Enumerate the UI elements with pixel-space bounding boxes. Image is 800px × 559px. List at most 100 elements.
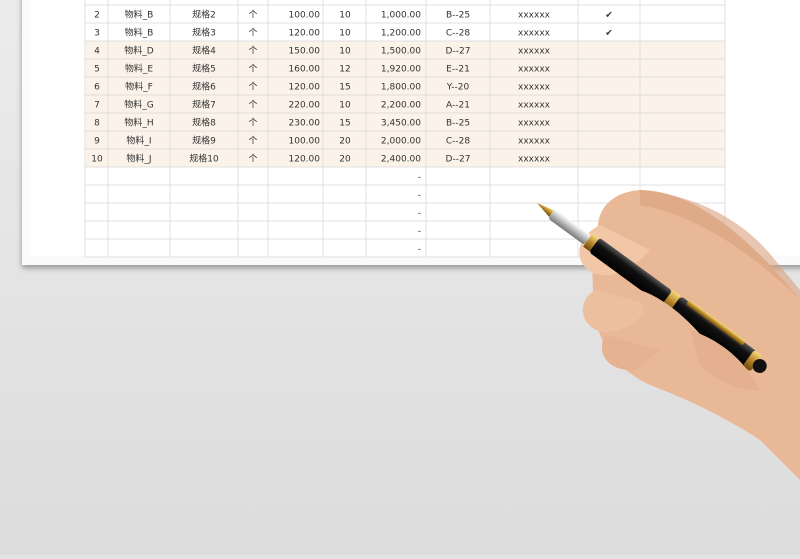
cell-check: ✔ [605, 29, 613, 39]
cell-location: Y--20 [446, 83, 470, 93]
cell-amount: 1,200.00 [381, 29, 421, 39]
cell-amount: - [418, 209, 421, 219]
cell-note: xxxxxx [518, 11, 551, 21]
row-bg [85, 23, 725, 41]
cell-amount: 1,000.00 [381, 11, 421, 21]
cell-spec: 规格9 [192, 135, 216, 147]
cell-unit: 个 [248, 64, 257, 75]
cell-spec: 规格4 [192, 45, 216, 57]
cell-no: 3 [94, 29, 100, 39]
cell-unit: 个 [248, 10, 257, 21]
cell-qty: 10 [339, 11, 351, 21]
cell-qty: 20 [339, 155, 351, 165]
cell-qty: 10 [339, 29, 351, 39]
cell-location: B--25 [446, 119, 470, 129]
cell-location: A--21 [446, 101, 470, 111]
hand-illustration [537, 190, 800, 480]
cell-no: 5 [94, 65, 100, 75]
cell-no: 4 [94, 47, 100, 57]
row-bg [85, 131, 725, 149]
cell-location: D--27 [446, 47, 471, 57]
cell-unit: 个 [248, 118, 257, 129]
cell-amount: 2,200.00 [381, 101, 421, 111]
cell-no: 6 [94, 83, 100, 93]
cell-price: 150.00 [289, 47, 321, 57]
cell-spec: 规格5 [192, 63, 216, 75]
cell-note: xxxxxx [518, 155, 551, 165]
row-bg [85, 5, 725, 23]
cell-unit: 个 [248, 100, 257, 111]
row-bg [85, 239, 725, 257]
cell-material: 物料_I [126, 135, 151, 147]
cell-spec: 规格6 [192, 81, 216, 93]
cell-material: 物料_G [124, 99, 154, 111]
cell-no: 9 [94, 137, 100, 147]
cell-unit: 个 [248, 28, 257, 39]
cell-qty: 10 [339, 47, 351, 57]
cell-price: 100.00 [289, 137, 321, 147]
row-bg [85, 113, 725, 131]
cell-note: xxxxxx [518, 29, 551, 39]
cell-price: 230.00 [289, 119, 321, 129]
cell-amount: - [418, 191, 421, 201]
cell-unit: 个 [248, 46, 257, 57]
cell-price: 220.00 [289, 101, 321, 111]
cell-material: 物料_J [126, 153, 151, 165]
cell-amount: 2,000.00 [381, 137, 421, 147]
cell-location: E--21 [446, 65, 470, 75]
cell-note: xxxxxx [518, 65, 551, 75]
sheet-bottom [30, 259, 800, 265]
cell-note: xxxxxx [518, 101, 551, 111]
cell-note: xxxxxx [518, 47, 551, 57]
row-bg [85, 41, 725, 59]
row-bg [85, 95, 725, 113]
cell-amount: 1,800.00 [381, 83, 421, 93]
cell-amount: 2,400.00 [381, 155, 421, 165]
cell-check: ✔ [605, 11, 613, 21]
cell-qty: 12 [339, 65, 350, 75]
cell-amount: - [418, 173, 421, 183]
cell-amount: - [418, 245, 421, 255]
cell-spec: 规格10 [189, 153, 219, 165]
cell-location: D--27 [446, 155, 471, 165]
row-bg [85, 59, 725, 77]
cell-price: 100.00 [289, 11, 321, 21]
cell-price: 160.00 [289, 65, 321, 75]
row-bg [85, 185, 725, 203]
cell-unit: 个 [248, 82, 257, 93]
cell-material: 物料_D [124, 45, 154, 57]
cell-qty: 10 [339, 101, 351, 111]
cell-spec: 规格7 [192, 99, 216, 111]
cell-qty: 15 [339, 119, 350, 129]
cell-spec: 规格2 [192, 9, 216, 21]
cell-unit: 个 [248, 136, 257, 147]
cell-location: C--28 [446, 29, 471, 39]
cell-material: 物料_H [124, 117, 153, 129]
table: 2 物料_B 规格2 个 100.00 10 1,000.00 B--25 xxxxxx ✔ 3 物料… [30, 0, 800, 265]
cell-no: 7 [94, 101, 100, 111]
cell-price: 120.00 [289, 83, 321, 93]
cell-material: 物料_F [125, 81, 153, 93]
cell-qty: 15 [339, 83, 350, 93]
cell-unit: 个 [248, 154, 257, 165]
cell-amount: 1,500.00 [381, 47, 421, 57]
row-bg [85, 149, 725, 167]
row-bg [85, 0, 725, 5]
cell-no: 8 [94, 119, 100, 129]
cell-qty: 20 [339, 137, 351, 147]
cell-price: 120.00 [289, 29, 321, 39]
cell-note: xxxxxx [518, 119, 551, 129]
cell-amount: 3,450.00 [381, 119, 421, 129]
cell-note: xxxxxx [518, 83, 551, 93]
cell-location: B--25 [446, 11, 470, 21]
cell-amount: 1,920.00 [381, 65, 421, 75]
row-bg [85, 77, 725, 95]
cell-location: C--28 [446, 137, 471, 147]
cell-price: 120.00 [289, 155, 321, 165]
row-bg [85, 167, 725, 185]
cell-material: 物料_B [125, 27, 154, 39]
cell-no: 10 [91, 155, 103, 165]
cell-no: 2 [94, 11, 100, 21]
cell-note: xxxxxx [518, 137, 551, 147]
